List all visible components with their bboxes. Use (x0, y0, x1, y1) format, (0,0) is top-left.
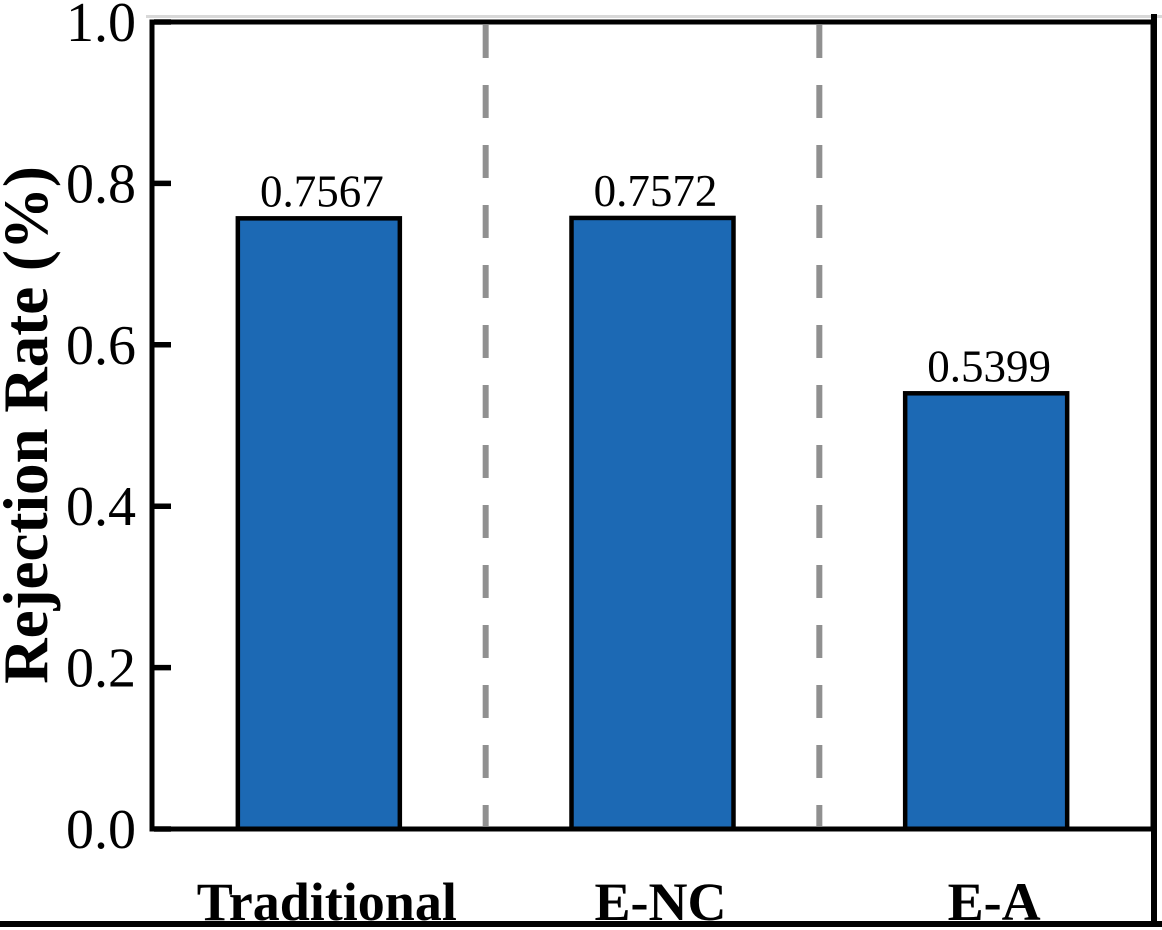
bar-value-label: 0.7567 (260, 166, 384, 216)
value-labels-group: 0.7567 0.7572 0.5399 (260, 166, 1051, 391)
y-axis-label: Rejection Rate (%) (0, 166, 61, 684)
y-tick-label: 0.8 (66, 153, 136, 215)
bars-group (235, 215, 1070, 832)
image-border-top (146, 15, 1162, 18)
bar-value-label: 0.7572 (594, 166, 718, 216)
y-tick-marks-group (154, 19, 171, 832)
y-tick-labels-group: 0.0 0.2 0.4 0.6 0.8 1.0 (66, 0, 136, 861)
separator-lines-group (482, 25, 823, 826)
bar-e-a (902, 391, 1070, 832)
x-tick-label-e-a: E-A (948, 872, 1041, 930)
bar-value-label: 0.5399 (927, 341, 1051, 391)
bar-e-nc (569, 215, 736, 832)
x-tick-label-e-nc: E-NC (595, 872, 727, 930)
x-tick-labels-group: Traditional E-NC E-A (197, 872, 1041, 930)
x-tick-label-traditional: Traditional (197, 872, 457, 930)
y-tick-label: 0.2 (66, 638, 136, 700)
image-border-right (1151, 14, 1157, 927)
y-tick-label: 0.6 (66, 315, 136, 377)
y-tick-label: 1.0 (66, 0, 136, 54)
image-border-bottom (0, 921, 1162, 927)
y-tick-label: 0.0 (66, 799, 136, 861)
bar-traditional (235, 216, 403, 832)
y-tick-label: 0.4 (66, 476, 136, 538)
